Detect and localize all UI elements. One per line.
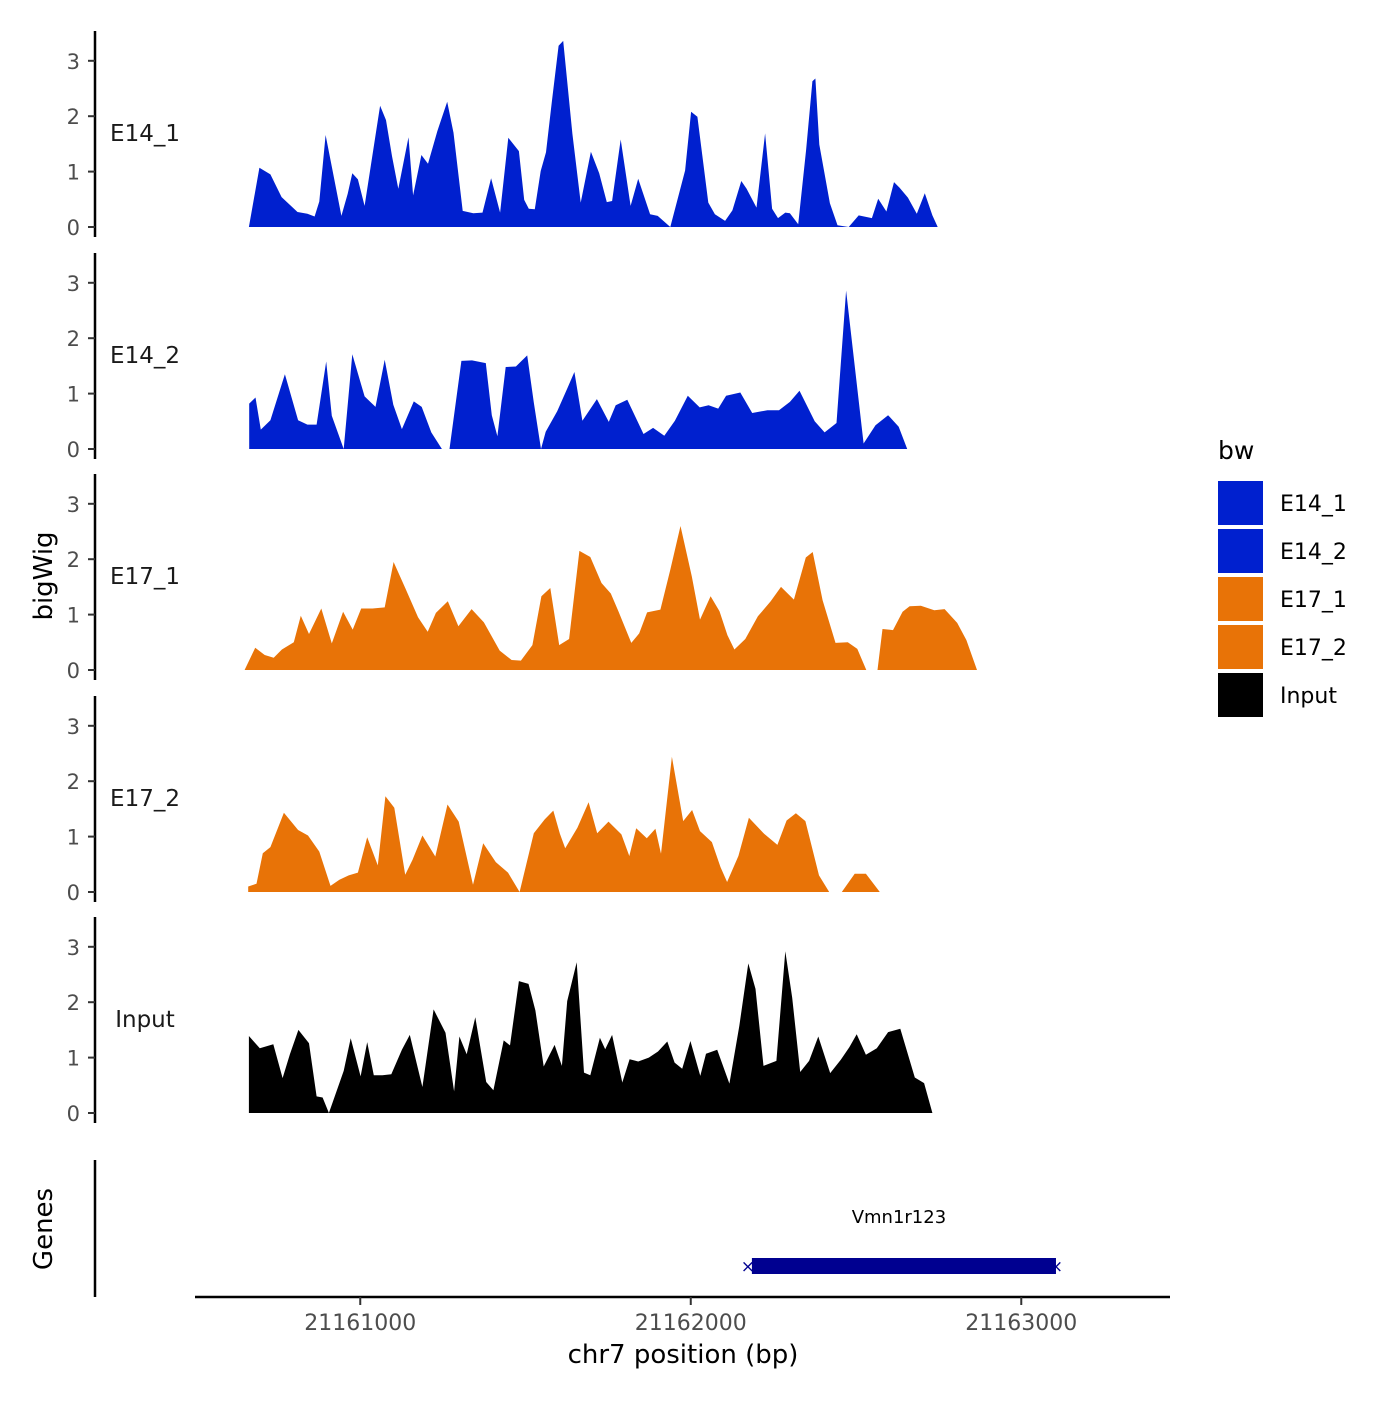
gene-track-label: Genes bbox=[29, 1188, 59, 1270]
legend-title: bw bbox=[1218, 436, 1254, 465]
track-panel-E17_2: 0 1 2 3 E17_2 bbox=[67, 696, 1037, 905]
y-tick-label: 2 bbox=[67, 105, 80, 129]
x-axis-ticks: 21161000 21162000 21163000 bbox=[304, 1297, 1077, 1336]
y-tick-label: 3 bbox=[67, 493, 80, 517]
y-tick-label: 0 bbox=[67, 216, 80, 240]
legend-item-E17_1: E17_1 bbox=[1218, 577, 1347, 621]
signal-area-E17_1 bbox=[244, 526, 1036, 670]
legend-label: E14_1 bbox=[1280, 492, 1347, 517]
y-tick-label: 1 bbox=[67, 604, 80, 628]
signal-area-E14_2 bbox=[249, 290, 1035, 449]
signal-area-E14_1 bbox=[248, 40, 1036, 228]
legend-swatch bbox=[1218, 577, 1263, 621]
legend-label: E17_1 bbox=[1280, 588, 1347, 613]
legend-label: E14_2 bbox=[1280, 540, 1347, 565]
legend-label: Input bbox=[1280, 684, 1337, 709]
track-panel-E17_1: 0 1 2 3 E17_1 bbox=[67, 474, 1036, 683]
track-panel-E14_2: 0 1 2 3 E14_2 bbox=[67, 253, 1035, 462]
track-label-E14_2: E14_2 bbox=[110, 343, 180, 369]
y-tick-label: 3 bbox=[67, 936, 80, 960]
track-panels: 0 1 2 3 E14_1 0 1 2 3 E14_2 0 1 2 3 E17_1 0 1 2 3 E17_2 0 1 2 3… bbox=[67, 31, 1037, 1126]
y-tick-label: 0 bbox=[67, 438, 80, 462]
legend-swatch bbox=[1218, 625, 1263, 669]
legend-swatch bbox=[1218, 481, 1263, 525]
x-axis: 21161000 21162000 21163000 chr7 position (… bbox=[195, 1295, 1170, 1370]
signal-area-E17_2 bbox=[248, 756, 1037, 892]
legend-item-E14_2: E14_2 bbox=[1218, 529, 1347, 573]
gene-strand-mark: × bbox=[741, 1257, 755, 1277]
y-tick-label: 0 bbox=[67, 659, 80, 683]
legend-swatch bbox=[1218, 673, 1263, 717]
legend-label: E17_2 bbox=[1280, 636, 1347, 661]
y-tick-label: 1 bbox=[67, 826, 80, 850]
gene-items: × × Vmn1r123 bbox=[741, 1207, 1063, 1277]
legend-items: E14_1 E14_2 E17_1 E17_2 Input bbox=[1218, 481, 1347, 717]
y-tick-label: 2 bbox=[67, 991, 80, 1015]
x-tick-label: 21161000 bbox=[304, 1311, 416, 1336]
y-tick-label: 3 bbox=[67, 715, 80, 739]
y-tick-label: 0 bbox=[67, 881, 80, 905]
y-tick-label: 3 bbox=[67, 272, 80, 296]
y-axis-title: bigWig bbox=[29, 531, 59, 620]
signal-area-Input bbox=[248, 951, 1036, 1113]
x-tick-label: 21162000 bbox=[635, 1311, 747, 1336]
gene-track: Genes × × Vmn1r123 bbox=[29, 1160, 1063, 1297]
y-tick-label: 1 bbox=[67, 1047, 80, 1071]
y-tick-label: 3 bbox=[67, 50, 80, 74]
track-panel-E14_1: 0 1 2 3 E14_1 bbox=[67, 31, 1036, 240]
legend-item-Input: Input bbox=[1218, 673, 1337, 717]
y-tick-label: 2 bbox=[67, 770, 80, 794]
track-panel-Input: 0 1 2 3 Input bbox=[67, 917, 1036, 1126]
y-tick-label: 2 bbox=[67, 548, 80, 572]
track-label-E17_2: E17_2 bbox=[110, 786, 180, 812]
gene-Vmn1r123: × × Vmn1r123 bbox=[741, 1207, 1063, 1277]
gene-name-label: Vmn1r123 bbox=[852, 1207, 946, 1228]
legend-swatch bbox=[1218, 529, 1263, 573]
track-label-Input: Input bbox=[115, 1007, 175, 1033]
track-label-E17_1: E17_1 bbox=[110, 564, 180, 590]
legend: bw E14_1 E14_2 E17_1 E17_2 Input bbox=[1218, 436, 1347, 717]
y-tick-label: 0 bbox=[67, 1102, 80, 1126]
track-label-E14_1: E14_1 bbox=[110, 121, 180, 147]
legend-item-E14_1: E14_1 bbox=[1218, 481, 1347, 525]
y-tick-label: 1 bbox=[67, 383, 80, 407]
y-tick-label: 2 bbox=[67, 327, 80, 351]
y-tick-label: 1 bbox=[67, 161, 80, 185]
gene-body bbox=[751, 1258, 1056, 1274]
legend-item-E17_2: E17_2 bbox=[1218, 625, 1347, 669]
x-tick-label: 21163000 bbox=[965, 1311, 1077, 1336]
gene-strand-mark: × bbox=[1049, 1257, 1063, 1277]
x-axis-title: chr7 position (bp) bbox=[568, 1340, 799, 1370]
